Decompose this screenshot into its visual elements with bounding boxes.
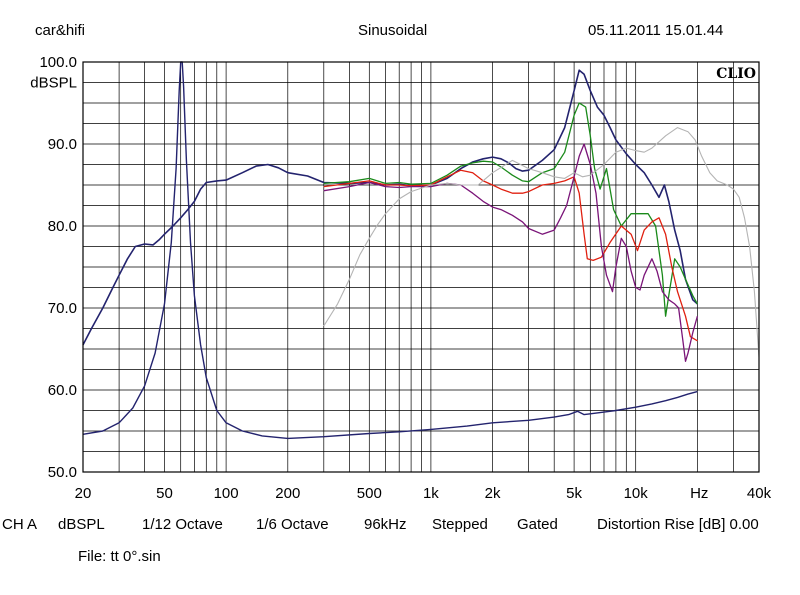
plot-lines bbox=[82, 61, 760, 440]
x-tick-label: 2k bbox=[485, 485, 501, 502]
y-tick-label: 60.0 bbox=[48, 382, 77, 399]
y-tick-label: 80.0 bbox=[48, 218, 77, 235]
info-sample-rate: 96kHz bbox=[364, 516, 407, 533]
plot-frame bbox=[82, 61, 760, 473]
header-center: Sinusoidal bbox=[358, 22, 428, 39]
x-tick-label: 5k bbox=[566, 485, 582, 502]
info-gating: Gated bbox=[517, 516, 558, 533]
series-line-3 bbox=[323, 169, 698, 342]
header-left: car&hifi bbox=[35, 22, 86, 39]
series-line-1 bbox=[82, 69, 698, 346]
x-tick-label: 10k bbox=[624, 485, 649, 502]
info-mode: Stepped bbox=[432, 516, 488, 533]
x-tick-label: 50 bbox=[156, 485, 173, 502]
series-line-2 bbox=[323, 102, 698, 317]
info-smoothing-2: 1/6 Octave bbox=[256, 516, 329, 533]
info-smoothing-1: 1/12 Octave bbox=[142, 516, 223, 533]
y-tick-label: 90.0 bbox=[48, 136, 77, 153]
y-tick-label: 100.0 bbox=[39, 54, 77, 71]
x-tick-label: 500 bbox=[357, 485, 382, 502]
clio-logo: CLIO bbox=[716, 66, 756, 82]
info-unit: dBSPL bbox=[58, 516, 105, 533]
header-right: 05.11.2011 15.01.44 bbox=[588, 22, 724, 39]
series-line-6 bbox=[82, 61, 698, 440]
x-tick-label: 40k bbox=[747, 485, 772, 502]
y-axis-label: dBSPL bbox=[30, 75, 77, 92]
info-channel: CH A bbox=[2, 516, 38, 533]
file-label: File: bbox=[78, 548, 107, 565]
x-tick-label: 100 bbox=[214, 485, 239, 502]
grid bbox=[83, 62, 759, 472]
x-axis-unit: Hz bbox=[690, 485, 708, 502]
x-tick-label: 1k bbox=[423, 485, 439, 502]
axis-labels: 20 50 100 200 500 1k 2k 5k 10k 40k 100.0 90.0 80.0 70… bbox=[30, 54, 771, 502]
x-tick-label: 20 bbox=[75, 485, 92, 502]
series-line-5 bbox=[323, 127, 760, 358]
y-tick-label: 70.0 bbox=[48, 300, 77, 317]
info-distortion: Distortion Rise [dB] 0.00 bbox=[597, 516, 759, 533]
file-name: tt 0°.sin bbox=[110, 548, 161, 565]
x-tick-label: 200 bbox=[275, 485, 300, 502]
y-tick-label: 50.0 bbox=[48, 464, 77, 481]
file-line: File: tt 0°.sin bbox=[78, 548, 161, 565]
